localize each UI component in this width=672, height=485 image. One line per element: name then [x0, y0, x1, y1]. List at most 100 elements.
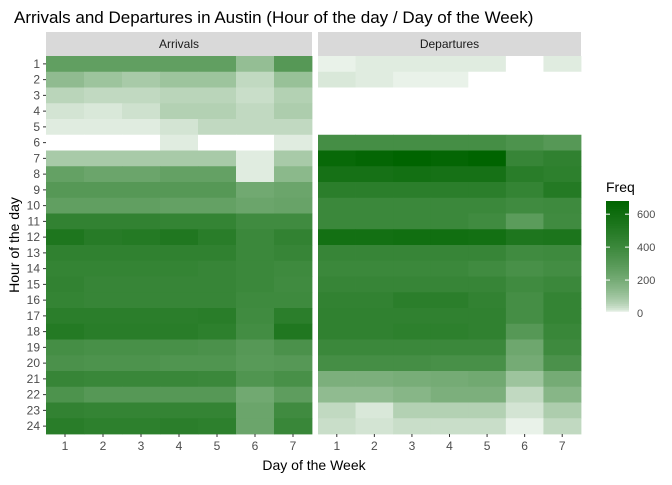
heatmap-cell — [355, 182, 394, 199]
heatmap-cell — [505, 418, 544, 435]
heatmap-cell — [122, 276, 161, 293]
heatmap-cell — [160, 402, 199, 419]
heatmap-cell — [318, 276, 356, 293]
heatmap-cell — [468, 71, 507, 88]
legend-gradient-step — [606, 270, 629, 273]
legend-gradient-step — [606, 279, 629, 282]
legend-gradient-step — [606, 258, 629, 262]
heatmap-cell — [543, 197, 582, 214]
heatmap-cell — [198, 339, 237, 356]
legend-gradient-step — [606, 303, 629, 307]
heatmap-cell — [355, 355, 394, 372]
heatmap-cell — [393, 418, 432, 435]
x-tick-label: 2 — [100, 439, 107, 453]
heatmap-cell — [160, 134, 199, 151]
heatmap-cell — [430, 197, 469, 214]
heatmap-cell — [355, 276, 394, 293]
heatmap-cell — [318, 119, 356, 136]
heatmap-cell — [274, 402, 313, 419]
heatmap-cell — [236, 323, 275, 340]
heatmap-cell — [122, 292, 161, 309]
x-tick-label: 7 — [290, 439, 297, 453]
heatmap-cell — [274, 56, 313, 73]
facet-strip — [318, 32, 581, 56]
legend-gradient-step — [606, 262, 629, 265]
heatmap-cell — [122, 323, 161, 340]
legend-gradient-step — [606, 281, 629, 284]
heatmap-cell — [355, 292, 394, 309]
legend-gradient-step — [606, 268, 629, 271]
heatmap-cell — [84, 418, 123, 435]
heatmap-cell — [46, 418, 85, 435]
heatmap-cell — [505, 182, 544, 199]
heatmap-cell — [84, 103, 123, 120]
y-tick-label: 9 — [33, 183, 40, 197]
heatmap-cell — [198, 213, 237, 230]
heatmap-cell — [160, 260, 199, 277]
heatmap-cell — [198, 166, 237, 183]
heatmap-cell — [84, 355, 123, 372]
heatmap-cell — [84, 260, 123, 277]
legend-gradient-step — [606, 266, 629, 269]
heatmap-cell — [318, 150, 356, 167]
heatmap-cell — [160, 355, 199, 372]
heatmap-cell — [46, 276, 85, 293]
heatmap-cell — [160, 71, 199, 88]
heatmap-cell — [274, 229, 313, 246]
heatmap-cell — [84, 197, 123, 214]
heatmap-cell — [198, 355, 237, 372]
legend-gradient-step — [606, 204, 629, 208]
x-tick-label: 6 — [252, 439, 259, 453]
heatmap-cell — [393, 323, 432, 340]
legend-gradient-step — [606, 286, 629, 290]
heatmap-cell — [393, 71, 432, 88]
heatmap-cell — [46, 119, 85, 136]
legend-gradient-step — [606, 243, 629, 247]
heatmap-cell — [543, 182, 582, 199]
heatmap-cell — [122, 166, 161, 183]
heatmap-cell — [160, 418, 199, 435]
heatmap-cell — [505, 260, 544, 277]
heatmap-cell — [468, 323, 507, 340]
legend-gradient-step — [606, 221, 629, 224]
y-tick-label: 8 — [33, 167, 40, 181]
legend-gradient-step — [606, 307, 629, 310]
x-tick-label: 6 — [521, 439, 528, 453]
heatmap-cell — [198, 402, 237, 419]
heatmap-cell — [46, 339, 85, 356]
heatmap-cell — [543, 260, 582, 277]
legend-gradient-step — [606, 305, 629, 308]
heatmap-cell — [318, 229, 356, 246]
y-tick-label: 7 — [33, 151, 40, 165]
heatmap-cell — [46, 292, 85, 309]
heatmap-cell — [393, 56, 432, 73]
heatmap-cell — [505, 197, 544, 214]
heatmap-cell — [46, 134, 85, 151]
heatmap-cell — [46, 87, 85, 104]
heatmap-cell — [468, 197, 507, 214]
heatmap-cell — [318, 386, 356, 403]
legend-gradient-step — [606, 201, 629, 204]
heatmap-cell — [236, 166, 275, 183]
heatmap-cell — [505, 386, 544, 403]
heatmap-cell — [505, 323, 544, 340]
heatmap-cell — [543, 371, 582, 388]
heatmap-cell — [84, 182, 123, 199]
heatmap-cell — [355, 71, 394, 88]
heatmap-cell — [198, 418, 237, 435]
heatmap-cell — [160, 182, 199, 199]
heatmap-cell — [198, 119, 237, 136]
heatmap-cell — [468, 260, 507, 277]
heatmap-cell — [236, 292, 275, 309]
heatmap-cell — [122, 71, 161, 88]
heatmap-cell — [468, 276, 507, 293]
y-tick-label: 17 — [27, 309, 41, 323]
heatmap-cell — [430, 134, 469, 151]
heatmap-cell — [160, 245, 199, 262]
y-tick-label: 19 — [27, 340, 41, 354]
heatmap-cell — [468, 245, 507, 262]
legend-gradient-step — [606, 234, 629, 237]
legend-gradient-step — [606, 253, 629, 256]
legend-gradient-step — [606, 296, 629, 299]
